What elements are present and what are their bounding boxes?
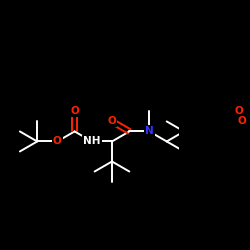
Text: O: O	[234, 106, 243, 117]
Text: O: O	[53, 136, 62, 146]
Text: O: O	[237, 116, 246, 126]
Text: O: O	[70, 106, 79, 117]
Text: NH: NH	[83, 136, 101, 146]
Text: N: N	[145, 126, 154, 136]
Text: O: O	[108, 116, 116, 126]
